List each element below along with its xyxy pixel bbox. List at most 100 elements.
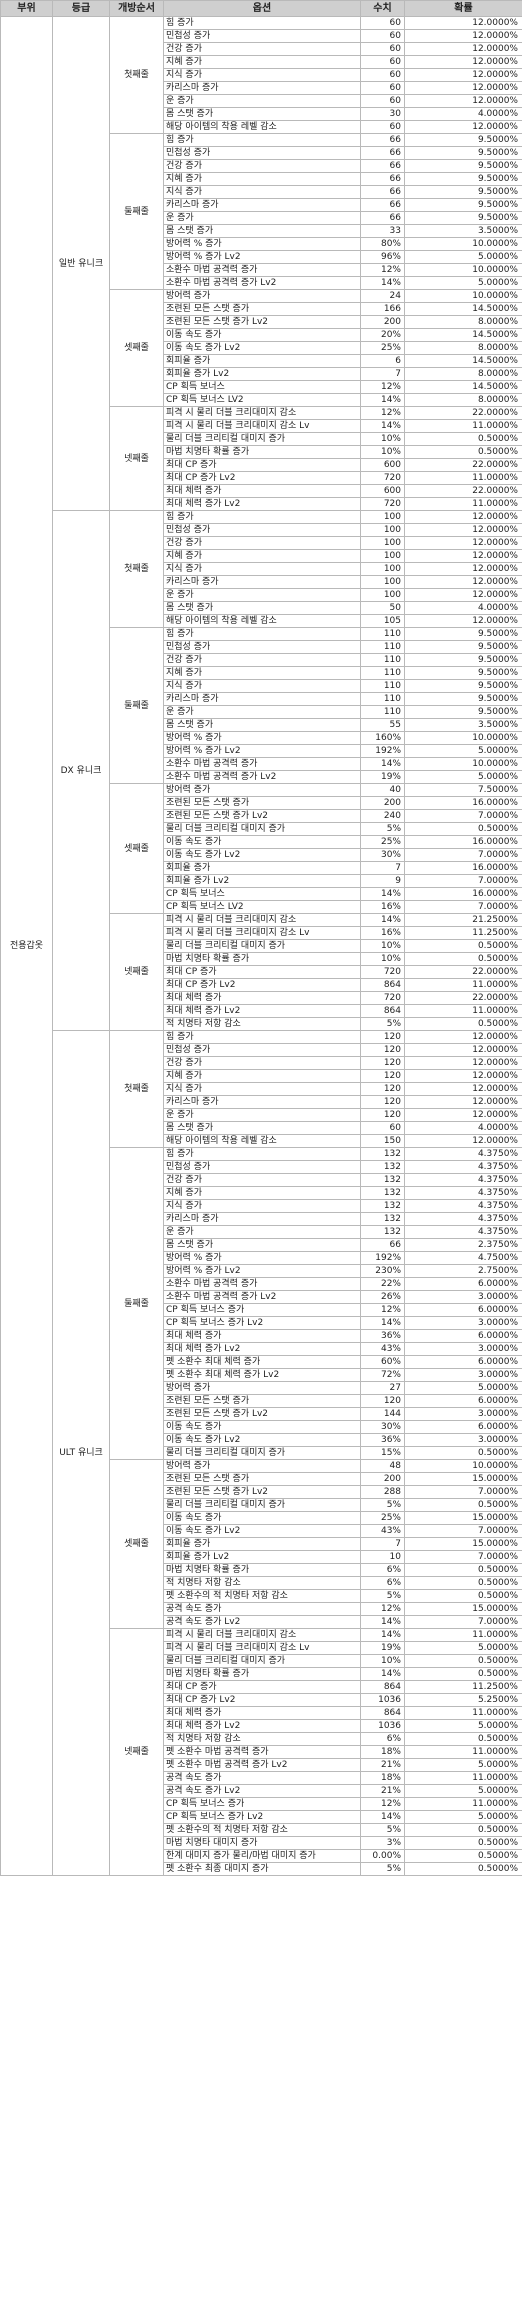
table-row: CP 획득 보너스 12% 14.5000% [1,380,522,394]
rate-cell: 12.0000% [404,1069,522,1083]
table-row: 넷째줄 피격 시 물리 더블 크리대미지 감소 14% 21.2500% [1,913,522,1031]
value-cell: 36% [360,1329,405,1343]
rate-cell: 5.0000% [404,1719,522,1733]
rate-cell: 11.0000% [404,497,522,511]
option-cell: CP 획득 보너스 [163,380,361,394]
option-cell: 공격 속도 증가 Lv2 [163,1615,361,1629]
value-cell: 22% [360,1277,405,1291]
value-cell: 19% [360,770,405,784]
rate-cell: 4.3750% [404,1212,522,1226]
value-cell: 96% [360,250,405,264]
rate-cell: 9.5000% [404,666,522,680]
value-cell: 14% [360,1628,405,1642]
table-row: 셋째줄 방어력 증가 48 10.0000% [1,1459,522,1629]
table-row: 방어력 % 증가 Lv2 230% 2.7500% [1,1264,522,1278]
rate-cell: 10.0000% [404,1459,522,1473]
option-cell: CP 획득 보너스 LV2 [163,393,361,407]
header-order: 개방순서 [109,0,164,17]
value-cell: 192% [360,1251,405,1265]
rate-cell: 3.0000% [404,1407,522,1421]
table-row: 피격 시 물리 더블 크리대미지 감소 Lv 19% 5.0000% [1,1641,522,1655]
table-row: 건강 증가 110 9.5000% [1,653,522,667]
table-row: 공격 속도 증가 12% 15.0000% [1,1602,522,1616]
option-cell: 지혜 증가 [163,666,361,680]
table-row: 지식 증가 110 9.5000% [1,679,522,693]
option-cell: 방어력 증가 [163,1459,361,1473]
table-row: 공격 속도 증가 18% 11.0000% [1,1771,522,1785]
option-cell: 지혜 증가 [163,1069,361,1083]
option-cell: 건강 증가 [163,42,361,56]
option-cell: 힘 증가 [163,627,361,641]
value-cell: 720 [360,471,405,485]
table-row: 회피율 증가 Lv2 10 7.0000% [1,1550,522,1564]
table-row: 회피율 증가 7 15.0000% [1,1537,522,1551]
rate-cell: 12.0000% [404,523,522,537]
grade-cell: DX 유니크 [52,510,110,1031]
value-cell: 132 [360,1186,405,1200]
order-cell: 둘째줄 [109,627,164,784]
rate-cell: 10.0000% [404,731,522,745]
rate-cell: 22.0000% [404,458,522,472]
value-cell: 5% [360,1498,405,1512]
value-cell: 864 [360,1004,405,1018]
value-cell: 200 [360,1472,405,1486]
rate-cell: 9.5000% [404,705,522,719]
table-row: 둘째줄 힘 증가 132 4.3750% [1,1147,522,1460]
rate-cell: 22.0000% [404,965,522,979]
rate-cell: 12.0000% [404,68,522,82]
option-cell: 회피율 증가 [163,861,361,875]
option-cell: 민첩성 증가 [163,640,361,654]
table-row: 최대 체력 증가 600 22.0000% [1,484,522,498]
rate-cell: 16.0000% [404,835,522,849]
rate-cell: 7.0000% [404,1485,522,1499]
value-cell: 30 [360,107,405,121]
table-row: 민첩성 증가 60 12.0000% [1,29,522,43]
table-row: 방어력 % 증가 Lv2 96% 5.0000% [1,250,522,264]
option-cell: 최대 체력 증가 Lv2 [163,497,361,511]
option-cell: 이동 속도 증가 [163,328,361,342]
option-cell: 조련된 모든 스탯 증가 [163,796,361,810]
value-cell: 20% [360,328,405,342]
value-cell: 100 [360,536,405,550]
rate-cell: 3.0000% [404,1316,522,1330]
rate-cell: 9.5000% [404,146,522,160]
rate-cell: 6.0000% [404,1420,522,1434]
value-cell: 864 [360,1706,405,1720]
rate-cell: 11.0000% [404,419,522,433]
rate-cell: 12.0000% [404,614,522,628]
order-cell: 셋째줄 [109,783,164,914]
rate-cell: 0.5000% [404,432,522,446]
option-cell: 건강 증가 [163,536,361,550]
order-cell: 둘째줄 [109,1147,164,1460]
rate-cell: 12.0000% [404,1082,522,1096]
table-row: 방어력 % 증가 Lv2 192% 5.0000% [1,744,522,758]
table-row: 운 증가 110 9.5000% [1,705,522,719]
option-cell: 몸 스탯 증가 [163,1238,361,1252]
rate-cell: 4.3750% [404,1186,522,1200]
option-cell: 몸 스탯 증가 [163,224,361,238]
order-cell: 첫째줄 [109,510,164,628]
value-cell: 25% [360,835,405,849]
value-cell: 3% [360,1836,405,1850]
rate-cell: 5.2500% [404,1693,522,1707]
option-cell: 조련된 모든 스탯 증가 [163,1394,361,1408]
option-cell: 방어력 % 증가 [163,1251,361,1265]
option-cell: 회피율 증가 [163,354,361,368]
table-row: 최대 CP 증가 600 22.0000% [1,458,522,472]
table-row: 조련된 모든 스탯 증가 Lv2 240 7.0000% [1,809,522,823]
order-cell: 둘째줄 [109,133,164,290]
option-cell: 카리스마 증가 [163,575,361,589]
rate-cell: 9.5000% [404,627,522,641]
value-cell: 26% [360,1290,405,1304]
option-cell: 물리 더블 크리티컬 대미지 증가 [163,1446,361,1460]
value-cell: 15% [360,1446,405,1460]
value-cell: 600 [360,458,405,472]
value-cell: 5% [360,1017,405,1031]
rate-cell: 9.5000% [404,159,522,173]
value-cell: 14% [360,887,405,901]
table-row: CP 획득 보너스 LV2 16% 7.0000% [1,900,522,914]
value-cell: 18% [360,1771,405,1785]
rate-cell: 10.0000% [404,757,522,771]
option-cell: 이동 속도 증가 [163,1511,361,1525]
rate-cell: 15.0000% [404,1511,522,1525]
